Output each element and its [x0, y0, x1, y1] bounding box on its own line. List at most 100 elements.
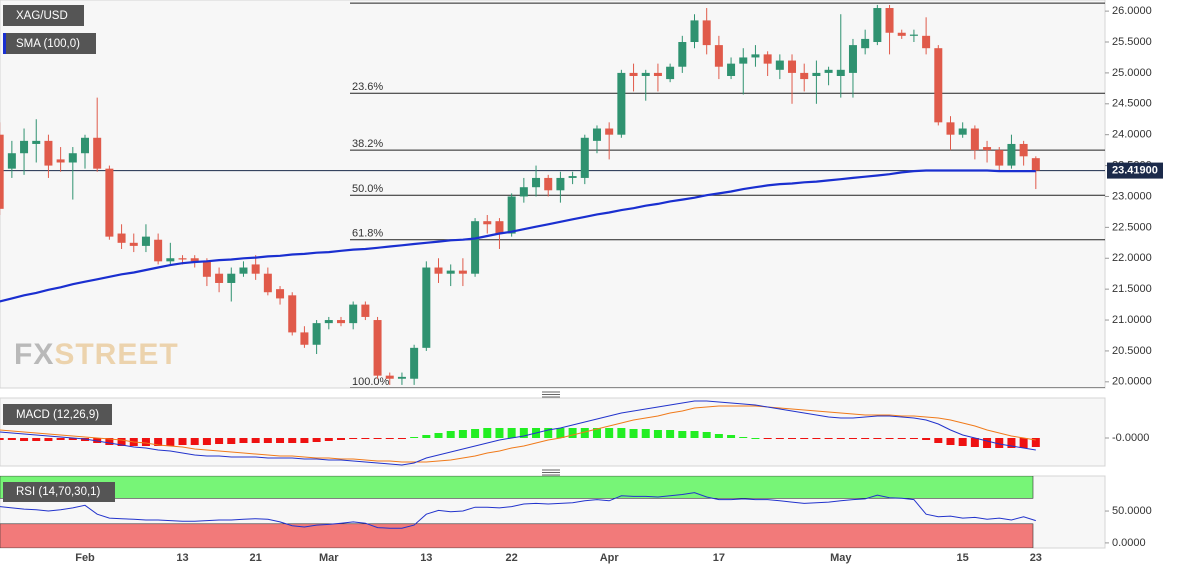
- oversold-zone: [0, 523, 1034, 548]
- histogram-bar: [178, 438, 187, 445]
- candle-body: [105, 168, 114, 237]
- resize-handle[interactable]: [542, 391, 560, 398]
- candle-body: [751, 54, 760, 58]
- histogram-bar: [117, 438, 126, 446]
- candle-body: [32, 140, 41, 144]
- sma-swatch: [3, 33, 6, 54]
- candle-body: [471, 221, 480, 274]
- histogram-bar: [324, 438, 333, 441]
- histogram-bar: [1031, 438, 1040, 447]
- candle-body: [983, 147, 992, 151]
- histogram-bar: [361, 438, 370, 439]
- candle-body: [653, 72, 662, 76]
- sma-label: SMA (100,0): [16, 38, 80, 50]
- candle-body: [56, 159, 65, 163]
- histogram-bar: [263, 438, 272, 443]
- histogram-bar: [946, 438, 955, 445]
- candle-body: [117, 233, 126, 243]
- candle-body: [995, 150, 1004, 166]
- resize-handle[interactable]: [542, 469, 560, 476]
- candle-body: [81, 137, 89, 154]
- y-tick-label: 23.0000: [1112, 190, 1152, 202]
- x-tick-label: Feb: [75, 552, 95, 564]
- watermark: FXSTREET: [14, 338, 179, 371]
- candle-body: [312, 323, 321, 345]
- histogram-bar: [202, 438, 211, 445]
- candle-body: [93, 137, 102, 169]
- candle-body: [446, 270, 455, 274]
- sma-line: [0, 169, 1036, 303]
- y-tick-label: 22.5000: [1112, 221, 1152, 233]
- candle-body: [775, 60, 784, 70]
- histogram-bar: [983, 438, 992, 448]
- macd-plot: [0, 400, 1040, 466]
- histogram-bar: [166, 438, 175, 446]
- x-tick-label: 13: [176, 552, 188, 564]
- histogram-bar: [227, 438, 236, 444]
- histogram-bar: [800, 438, 809, 439]
- y-tick-label: 21.5000: [1112, 283, 1152, 295]
- histogram-bar: [580, 428, 589, 438]
- main-panel: [0, 0, 1106, 389]
- candle-body: [336, 320, 345, 324]
- candle-body: [300, 332, 309, 345]
- candle-body: [519, 187, 528, 197]
- histogram-bar: [495, 428, 504, 438]
- histogram-bar: [154, 438, 163, 446]
- histogram-bar: [68, 438, 77, 440]
- histogram-bar: [775, 438, 784, 439]
- candle-body: [397, 376, 406, 379]
- histogram-bar: [215, 438, 224, 444]
- x-tick-label: 13: [420, 552, 432, 564]
- y-tick-label: 21.0000: [1112, 314, 1152, 326]
- histogram-bar: [458, 430, 467, 438]
- candle-body: [605, 128, 614, 135]
- candle-body: [141, 236, 150, 246]
- x-tick-label: 21: [250, 552, 262, 564]
- histogram-bar: [958, 438, 967, 446]
- candle-body: [617, 72, 626, 135]
- histogram-bar: [7, 438, 16, 440]
- histogram-bar: [605, 428, 614, 438]
- candle-body: [263, 273, 272, 293]
- candle-body: [410, 347, 419, 379]
- fib-label: 100.0%: [352, 376, 390, 388]
- histogram-bar: [824, 438, 833, 439]
- histogram-bar: [678, 431, 687, 438]
- histogram-bar: [909, 438, 918, 439]
- candle-body: [202, 261, 211, 277]
- histogram-bar: [20, 438, 29, 441]
- y-tick-label: 25.0000: [1112, 67, 1152, 79]
- y-tick-label: 50.0000: [1112, 505, 1152, 517]
- candle-body: [1031, 158, 1040, 171]
- histogram-bar: [251, 438, 260, 443]
- candle-body: [812, 72, 821, 76]
- rsi-box[interactable]: [3, 482, 115, 502]
- candle-body: [458, 270, 467, 274]
- candle-body: [373, 320, 382, 376]
- candle-body: [861, 38, 870, 49]
- sma-box[interactable]: [3, 33, 96, 54]
- candle-body: [922, 35, 931, 49]
- x-tick-label: Mar: [319, 552, 339, 564]
- macd-box[interactable]: [3, 404, 112, 425]
- candle-body: [7, 153, 16, 169]
- histogram-bar: [848, 438, 857, 439]
- candle-body: [288, 295, 297, 333]
- candle-body: [44, 140, 53, 166]
- candle-body: [68, 153, 77, 163]
- candle-body: [946, 122, 955, 135]
- histogram-bar: [300, 438, 309, 443]
- x-tick-label: 23: [1030, 552, 1042, 564]
- histogram-bar: [592, 428, 601, 438]
- histogram-bar: [544, 428, 553, 438]
- histogram-bar: [739, 437, 748, 438]
- candle-body: [166, 258, 175, 262]
- rsi-line: [0, 492, 1036, 529]
- symbol-box[interactable]: [3, 5, 84, 26]
- signal-line: [0, 405, 1036, 463]
- candle-body: [739, 57, 748, 64]
- histogram-bar: [702, 432, 711, 438]
- histogram-bar: [897, 438, 906, 439]
- y-tick-label: 24.0000: [1112, 129, 1152, 141]
